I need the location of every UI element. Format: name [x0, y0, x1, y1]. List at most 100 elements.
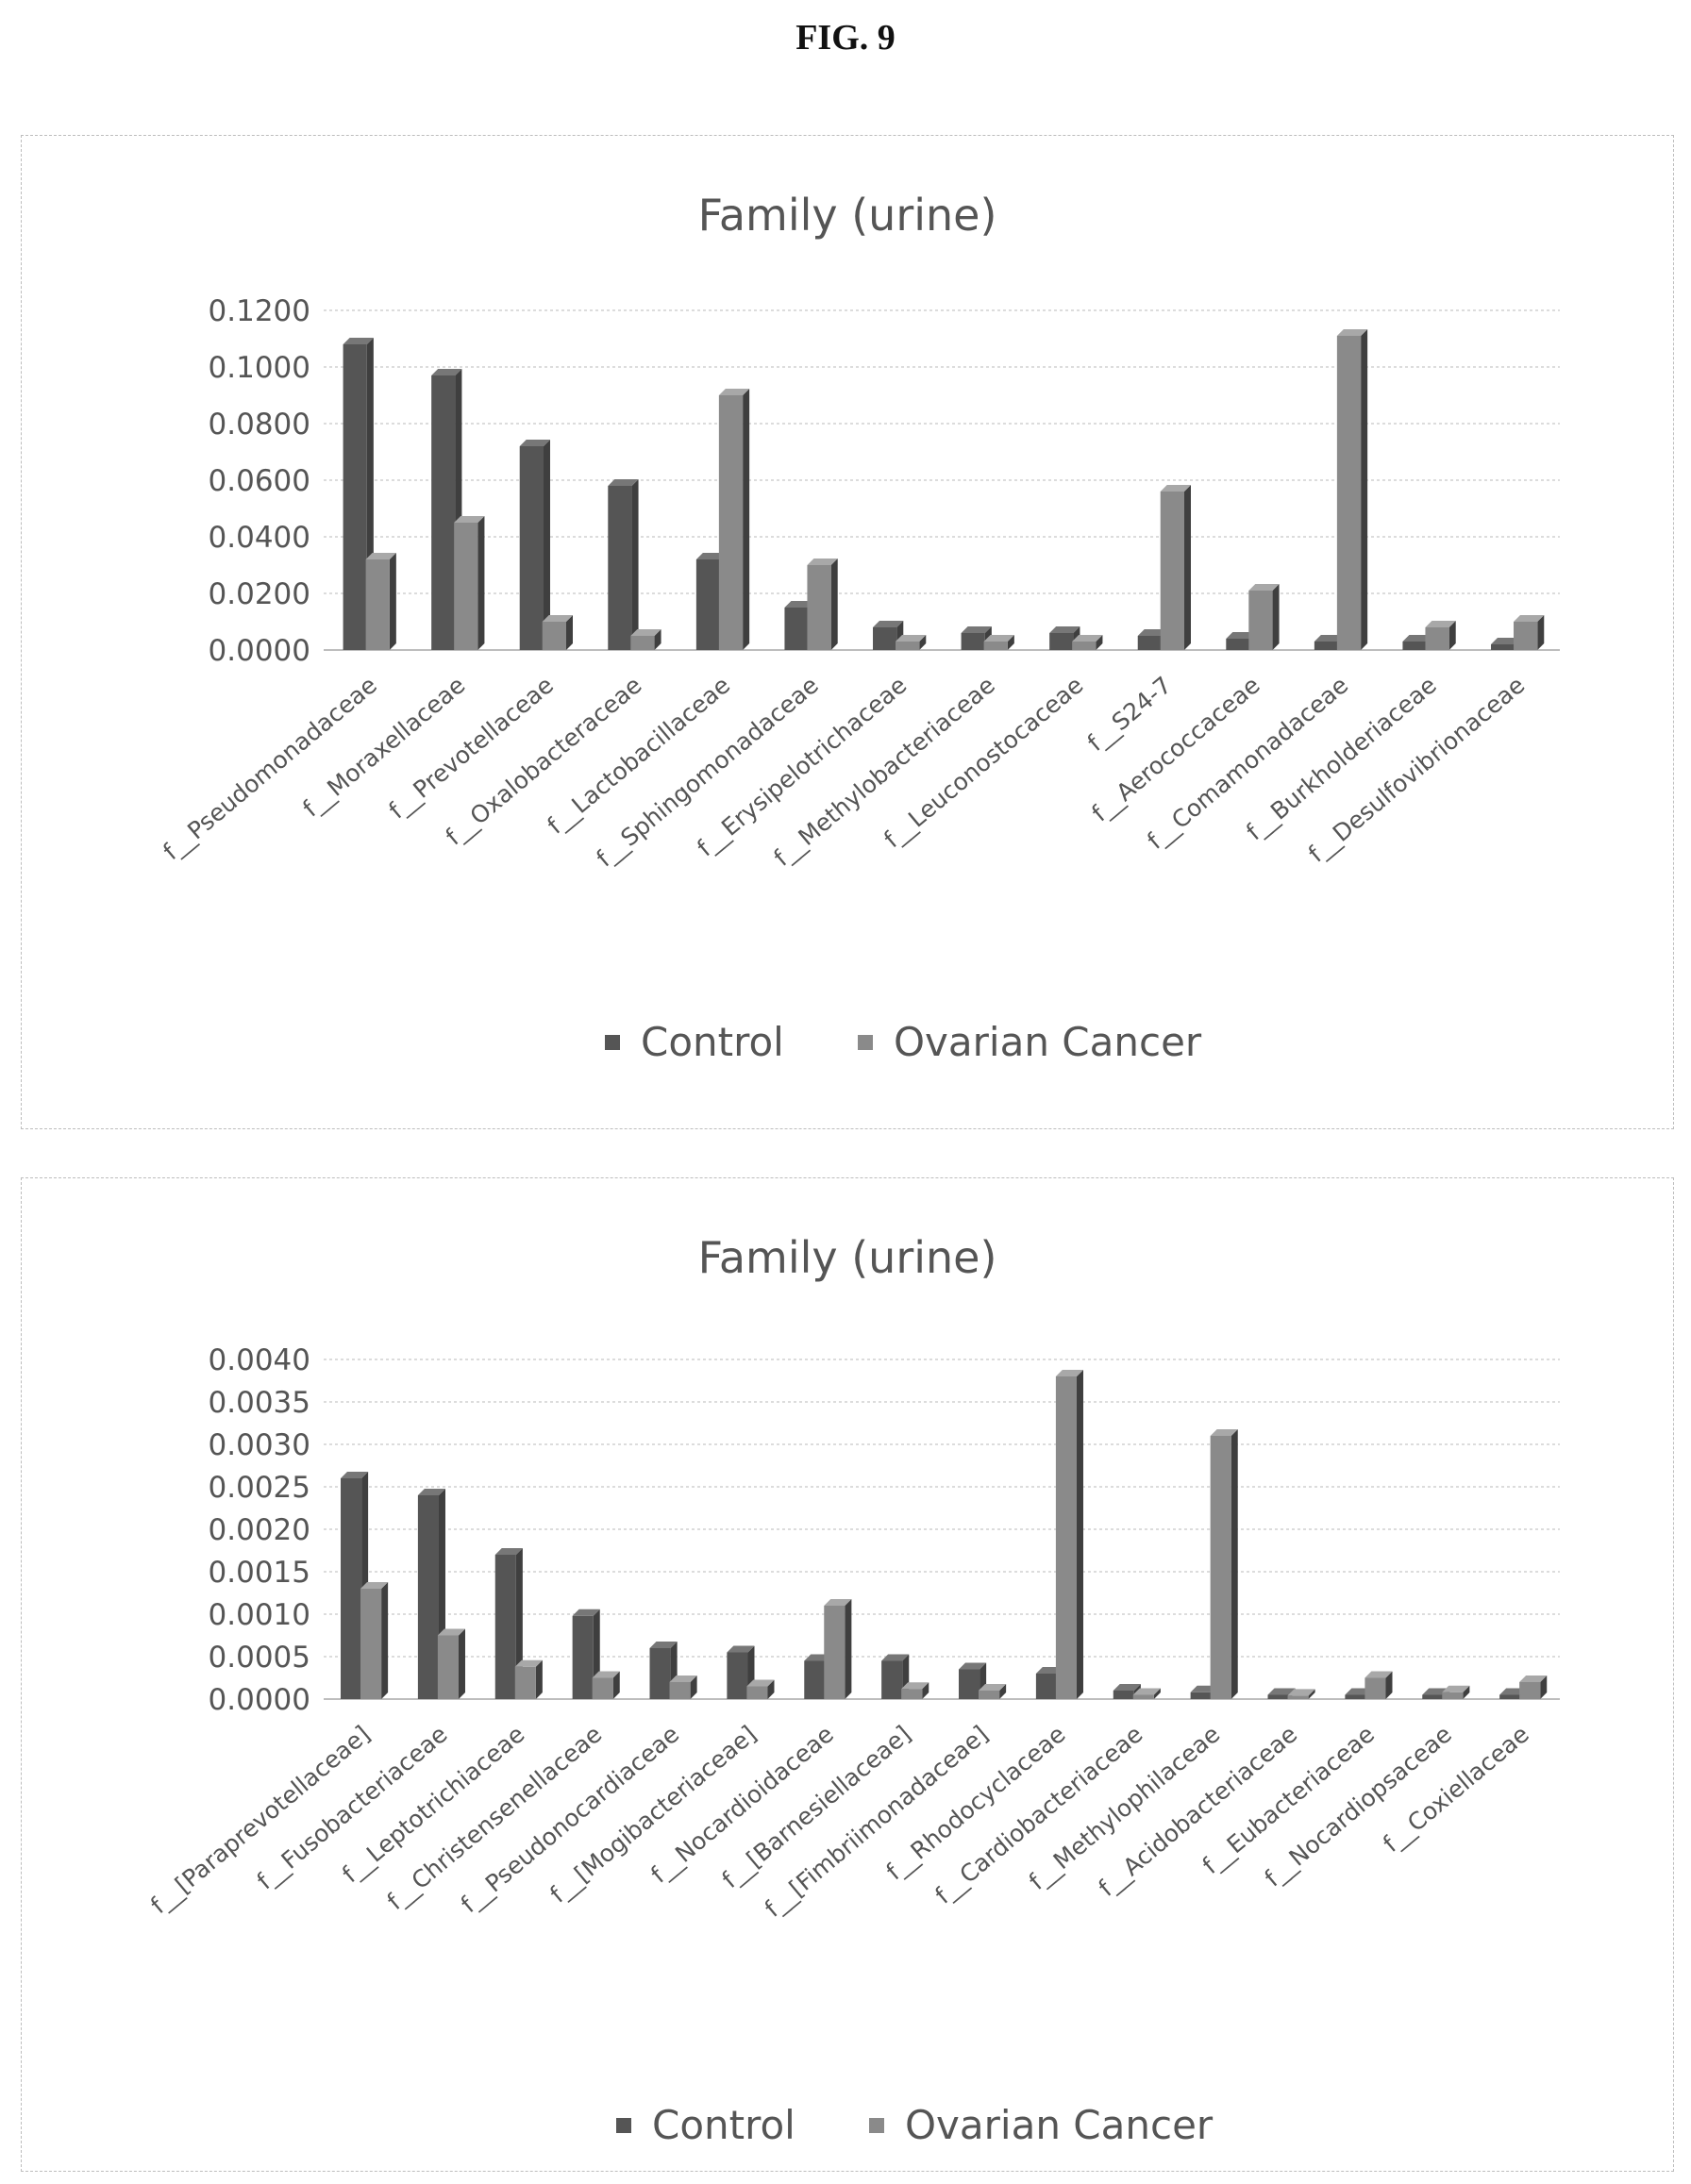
bar-top [901, 1682, 929, 1690]
y-tick-label: 0.0015 [209, 1556, 310, 1590]
bar-side [1448, 621, 1456, 650]
y-tick-label: 0.1000 [209, 351, 310, 385]
y-tick-label: 0.0025 [209, 1471, 310, 1505]
bar-control [1113, 1691, 1134, 1699]
bar-ovarian-cancer [979, 1691, 1000, 1699]
bar-top [873, 621, 904, 627]
bar-top [1336, 329, 1368, 336]
bar-top [1365, 1671, 1393, 1678]
bar-side [1272, 584, 1280, 650]
bar-control [1035, 1674, 1057, 1699]
bar-side [1096, 635, 1103, 650]
bar-side [919, 635, 927, 650]
y-tick-label: 0.1200 [209, 294, 310, 328]
bar-ovarian-cancer [1425, 627, 1449, 650]
bar-control [608, 486, 632, 650]
bar-top [608, 479, 639, 486]
bar-ovarian-cancer [630, 636, 655, 650]
bar-top [959, 1662, 987, 1670]
bar-top [417, 1489, 445, 1495]
bar-side [477, 516, 485, 650]
bar-top [341, 1472, 369, 1478]
bar-side [1537, 615, 1545, 650]
bar-side [830, 559, 838, 650]
x-tick-label: f__Prevotellaceae [383, 671, 559, 824]
chart-panel-bottom: Family (urine) 0.0000 0.0005 0.0010 0.0015 0.… [21, 1177, 1674, 2172]
bar-ovarian-cancer [454, 523, 478, 650]
bar-chart-top: Family (urine) 0.0000 0.0200 0.0400 0.0600 0.… [158, 190, 1560, 1065]
bar-top [649, 1642, 678, 1648]
legend-swatch-ovarian-cancer [858, 1035, 873, 1050]
bar-top [1519, 1676, 1548, 1682]
bar-chart-bottom: Family (urine) 0.0000 0.0005 0.0010 0.0015 0.… [145, 1232, 1560, 2148]
bar-top [961, 626, 992, 633]
bar-side [1540, 1676, 1548, 1699]
bar-control [1226, 639, 1250, 650]
bar-control [341, 1478, 362, 1699]
bar-ovarian-cancer [542, 622, 566, 650]
bar-ovarian-cancer [901, 1689, 923, 1699]
chart-title: Family (urine) [698, 1232, 997, 1283]
bar-side [535, 1659, 543, 1699]
bar-side [1385, 1671, 1393, 1699]
bar-control [519, 446, 544, 650]
bar-control [1491, 644, 1515, 650]
bar-top [437, 1628, 465, 1636]
bar-ovarian-cancer [1336, 336, 1362, 650]
bar-side [389, 553, 396, 650]
bar-top [983, 635, 1014, 642]
bar-top [630, 629, 661, 636]
bar-side [922, 1682, 929, 1699]
figure-label: FIG. 9 [795, 18, 896, 58]
y-tick-label: 0.0010 [209, 1598, 310, 1632]
bar-control [727, 1652, 748, 1699]
bar-top [718, 389, 750, 395]
y-tick-label: 0.0200 [209, 577, 310, 611]
bar-top [514, 1659, 543, 1667]
bar-control [959, 1669, 980, 1699]
bar-top [669, 1676, 697, 1682]
bar-control [695, 559, 721, 650]
bar-control [881, 1660, 903, 1699]
legend-swatch-control [605, 1035, 620, 1050]
bar-ovarian-cancer [1287, 1695, 1309, 1699]
bar-top [727, 1645, 755, 1653]
bar-ovarian-cancer [1248, 591, 1273, 650]
bar-control [1137, 636, 1162, 650]
bar-ovarian-cancer [1160, 492, 1184, 650]
bar-control [804, 1660, 826, 1699]
bar-side [543, 440, 550, 650]
bar-ovarian-cancer [437, 1635, 459, 1699]
y-tick-label: 0.0030 [209, 1428, 310, 1462]
bar-top [542, 615, 573, 622]
bar-top [1210, 1429, 1238, 1436]
bar-side [458, 1628, 465, 1699]
bar-side [1007, 635, 1014, 650]
bar-side [381, 1582, 389, 1699]
bar-control [1314, 642, 1339, 650]
bar-control [1190, 1692, 1212, 1699]
bar-ovarian-cancer [1210, 1436, 1231, 1699]
bar-top [1072, 635, 1103, 642]
bar-ovarian-cancer [1055, 1376, 1077, 1699]
bar-top [1132, 1688, 1161, 1695]
bar-top [592, 1671, 620, 1678]
bar-top [746, 1679, 775, 1687]
bar-ovarian-cancer [1365, 1677, 1386, 1699]
bar-top [824, 1599, 852, 1606]
bar-top [494, 1548, 523, 1555]
bar-ovarian-cancer [807, 565, 831, 650]
y-tick-label: 0.0040 [209, 1343, 310, 1377]
bar-top [896, 635, 927, 642]
bar-control [1267, 1694, 1289, 1699]
bar-ovarian-cancer [1132, 1694, 1154, 1699]
bar-top [1055, 1370, 1083, 1376]
bar-ovarian-cancer [365, 559, 390, 650]
bar-top [1160, 485, 1191, 492]
bar-control [1402, 642, 1427, 650]
bar-control [343, 344, 367, 650]
bar-side [1308, 1689, 1315, 1699]
y-tick-label: 0.0005 [209, 1641, 310, 1675]
bar-top [1113, 1684, 1141, 1691]
bar-control [1345, 1694, 1366, 1699]
